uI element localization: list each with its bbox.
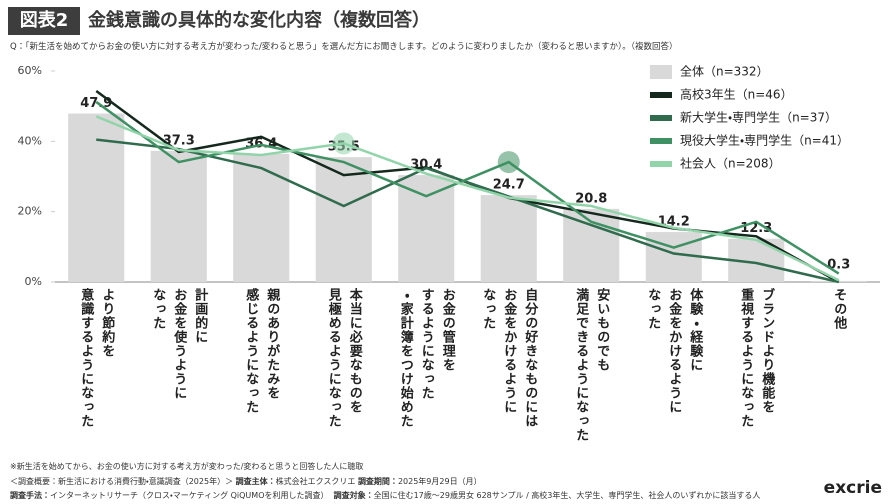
- legend-band: [645, 107, 875, 129]
- bar: [233, 153, 290, 282]
- badge: 図表2: [8, 7, 80, 35]
- label: 調査対象：: [333, 491, 374, 500]
- legend-band: [645, 84, 875, 106]
- x-tick-label: 本当に必要なものを 見極めるようになった: [325, 288, 362, 428]
- value-label: 0.3: [827, 258, 850, 273]
- x-tick-label: 親のありがたみを 感じるようになった: [243, 288, 280, 414]
- logo: excrie: [823, 478, 882, 498]
- label: 調査期間：: [357, 477, 398, 486]
- legend-label: 全体（n=332）: [680, 65, 769, 79]
- y-tick-label: 0%: [25, 275, 42, 288]
- overview: ＜調査概要：新生活における消費行動・意識調査（2025年）＞: [10, 477, 234, 486]
- value-label: 20.8: [575, 191, 607, 206]
- legend-swatch: [650, 115, 672, 121]
- bar: [480, 195, 537, 282]
- bar: [645, 232, 702, 282]
- legend-label: 現役大学生・専門学生（n=41）: [680, 133, 849, 148]
- bar: [68, 113, 125, 282]
- footer-line: 調査手法：インターネットリサーチ（クロス・マーケティング QiQUMOを利用した…: [10, 490, 760, 501]
- legend-band: [645, 61, 875, 83]
- legend-label: 新大学生・専門学生（n=37）: [680, 110, 837, 125]
- line: [96, 138, 840, 284]
- y-tick-label: 60%: [18, 64, 42, 77]
- footnote: ※新生活を始めてから、お金の使い方に対する考え方が変わった/変わると思うと回答し…: [10, 462, 364, 471]
- x-tick-label: その他: [831, 288, 847, 330]
- x-tick-label: ブランドより機能を 重視するようになった: [738, 288, 775, 428]
- x-tick-label: お金の管理を するようになった ・家計簿をつけ始めた: [397, 288, 455, 428]
- legend-swatch: [650, 161, 672, 167]
- title: 金銭意識の具体的な変化内容（複数回答）: [88, 10, 430, 31]
- target: 全国に住む17歳〜29歳男女 628サンプル / 高校3年生、大学生、専門学生、…: [373, 491, 761, 500]
- highlight-point: [332, 132, 355, 155]
- bar: [315, 157, 372, 282]
- legend-band: [645, 153, 875, 175]
- x-tick-label: 自分の好きなものには お金をかけるように なった: [480, 288, 538, 428]
- y-tick-label: 40%: [18, 134, 42, 147]
- x-tick-label: 計画的に お金を使うように なった: [150, 288, 208, 400]
- period: 2025年9月29日（月）: [397, 477, 482, 486]
- bar: [398, 175, 455, 282]
- x-tick-label: より節約を 意識するようになった: [78, 288, 115, 428]
- legend-label: 高校3年生（n=46）: [680, 88, 793, 102]
- sponsor: 株式会社エクスクリエ: [275, 477, 356, 486]
- legend-swatch: [650, 138, 672, 144]
- bar: [150, 150, 207, 282]
- legend-swatch: [650, 92, 672, 98]
- label: 調査手法：: [10, 491, 50, 500]
- bar: [563, 208, 620, 282]
- method: インターネットリサーチ（クロス・マーケティング QiQUMOを利用した調査）: [50, 491, 329, 500]
- line: [95, 115, 840, 282]
- y-tick-label: 20%: [18, 205, 42, 218]
- legend-band: [645, 130, 875, 152]
- x-tick-label: 安いものでも 満足できるようになった: [573, 288, 610, 442]
- legend-swatch: [650, 65, 672, 79]
- value-label: 24.7: [493, 178, 525, 193]
- x-tick-label: 体験・経験に お金をかけるように なった: [645, 288, 703, 414]
- footer-line: ＜調査概要：新生活における消費行動・意識調査（2025年）＞ 調査主体：株式会社…: [10, 476, 482, 487]
- question: Q：「新生活を始めてからお金の使い方に対する考え方が変わった/変わると思う」を選…: [10, 42, 678, 52]
- highlight-point: [497, 151, 520, 174]
- label: 調査主体：: [235, 477, 276, 486]
- legend-label: 社会人（n=208）: [680, 156, 781, 171]
